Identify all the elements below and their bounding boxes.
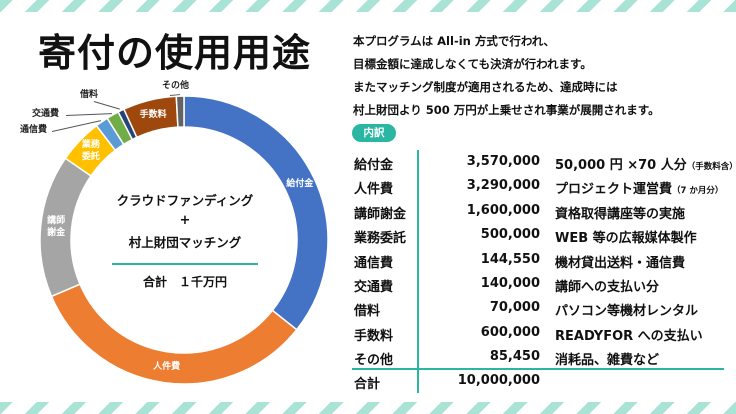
- row-item-name: 借料: [354, 304, 381, 320]
- row-amount: 85,450: [489, 349, 540, 365]
- row-amount: 600,000: [480, 324, 540, 340]
- slice-label: 講師 謝金: [47, 216, 66, 239]
- center-total: 合計 １千万円: [142, 275, 227, 289]
- row-amount: 144,550: [480, 251, 540, 267]
- total-label: 合計: [354, 377, 381, 392]
- row-description-text: WEB 等の広報媒体製作: [555, 231, 697, 247]
- page-title: 寄付の使用用途: [38, 31, 312, 75]
- row-description: 講師への支払い分: [555, 276, 659, 295]
- total-row: 合計 10,000,000: [352, 371, 722, 393]
- row-description-text: 消耗品、雑費など: [555, 353, 660, 369]
- row-amount: 140,000: [480, 275, 540, 291]
- row-amount: 1,600,000: [466, 202, 540, 218]
- row-description-note: （7 か月分）: [672, 186, 724, 197]
- row-item-name: 講師謝金: [354, 206, 407, 222]
- table-row: その他 85,450 消耗品、雑費など: [352, 345, 722, 369]
- slice-label: 借料: [80, 90, 99, 100]
- row-item-name: 業務委託: [354, 231, 407, 247]
- intro-line: 村上財団より 500 万円が上乗せされ事業が展開されます。: [353, 103, 660, 117]
- slice-label: 交通費: [32, 109, 60, 119]
- breakdown-table: 給付金 3,570,000 50,000 円 ×70 人分（手数料含） 人件費 3,29…: [352, 150, 736, 370]
- table-row: 講師謝金 1,600,000 資格取得講座等の実施: [352, 199, 722, 223]
- slice-label: 人件費: [153, 362, 181, 373]
- row-description-text: プロジェクト運営費: [555, 182, 673, 198]
- row-description: WEB 等の広報媒体製作: [555, 227, 697, 246]
- row-description: 50,000 円 ×70 人分（手数料含）: [555, 154, 736, 173]
- slice-label: 給付金: [286, 179, 314, 190]
- slice-label: 手数料: [139, 110, 167, 121]
- row-description-text: パソコン等機材レンタル: [555, 304, 699, 320]
- table-row: 手数料 600,000 READYFOR への支払い: [352, 321, 722, 345]
- row-amount: 70,000: [489, 300, 540, 316]
- table-row: 人件費 3,290,000 プロジェクト運営費（7 か月分）: [352, 174, 723, 198]
- slice-label: 業務 委託: [81, 140, 100, 163]
- table-divider-vertical: [417, 150, 419, 393]
- row-item-name: その他: [354, 353, 394, 369]
- row-description: プロジェクト運営費（7 か月分）: [555, 178, 723, 197]
- row-description-text: READYFOR への支払い: [555, 328, 703, 344]
- row-amount: 500,000: [480, 227, 540, 243]
- row-description-text: 50,000 円 ×70 人分: [555, 158, 687, 173]
- center-line-crowdfunding: クラウドファンディング: [116, 193, 254, 208]
- donut-center-text: クラウドファンディング + 村上財団マッチング 合計 １千万円: [104, 190, 266, 290]
- row-item-name: 通信費: [354, 255, 394, 271]
- intro-text: 本プログラムは All-in 方式で行われ、 目標金額に達成しなくても決済が行わ…: [353, 30, 723, 122]
- total-amount: 10,000,000: [457, 373, 540, 388]
- row-item-name: 交通費: [354, 279, 394, 295]
- center-line-matching: 村上財団マッチング: [128, 235, 242, 250]
- breakdown-badge: 内訳: [352, 124, 396, 142]
- table-row: 業務委託 500,000 WEB 等の広報媒体製作: [352, 223, 722, 247]
- row-item-name: 給付金: [354, 158, 394, 173]
- intro-line: 本プログラムは All-in 方式で行われ、: [353, 34, 555, 48]
- center-plus: +: [179, 213, 191, 228]
- row-description-text: 機材貸出送料・通信費: [555, 255, 686, 271]
- row-description: READYFOR への支払い: [555, 325, 703, 344]
- row-amount: 3,290,000: [466, 178, 540, 194]
- bottom-stripe-border: [0, 402, 736, 414]
- row-description: 機材貸出送料・通信費: [555, 252, 685, 271]
- table-row: 交通費 140,000 講師への支払い分: [352, 272, 722, 296]
- table-row: 給付金 3,570,000 50,000 円 ×70 人分（手数料含）: [352, 150, 736, 174]
- table-row: 通信費 144,550 機材貸出送料・通信費: [352, 248, 722, 272]
- table-divider-horizontal: [352, 368, 724, 370]
- row-amount: 3,570,000: [466, 154, 540, 169]
- row-item-name: 手数料: [354, 328, 394, 344]
- row-description-note: （手数料含）: [686, 162, 736, 172]
- row-description-text: 資格取得講座等の実施: [555, 206, 686, 222]
- center-divider: [112, 263, 258, 265]
- table-row: 借料 70,000 パソコン等機材レンタル: [352, 296, 722, 320]
- intro-line: またマッチング制度が適用されるため、達成時には: [353, 80, 618, 94]
- top-stripe-border: [0, 0, 736, 12]
- row-description: 資格取得講座等の実施: [555, 203, 685, 222]
- intro-line: 目標金額に達成しなくても決済が行われます。: [353, 57, 592, 71]
- row-description-text: 講師への支払い分: [555, 279, 660, 295]
- slice-label: 通信費: [20, 125, 48, 135]
- slice-label: その他: [162, 81, 190, 91]
- row-description: パソコン等機材レンタル: [555, 300, 698, 319]
- row-item-name: 人件費: [354, 182, 394, 198]
- row-description: 消耗品、雑費など: [555, 349, 659, 368]
- donut-slice: [175, 95, 185, 128]
